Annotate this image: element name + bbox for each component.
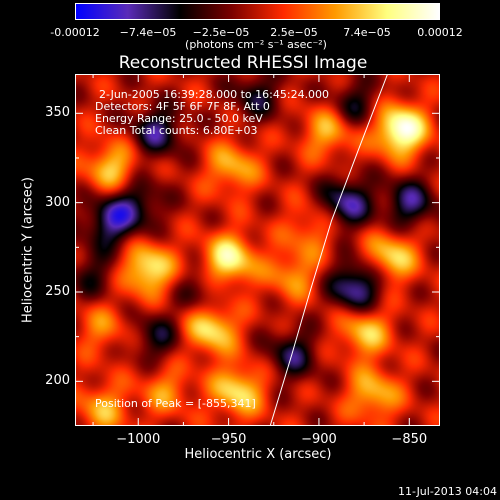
heatmap-image xyxy=(75,74,440,426)
colorbar-tick-label: -0.00012 xyxy=(50,26,100,39)
solar-limb-line xyxy=(269,74,389,426)
annotation-clean-counts: Clean Total counts: 6.80E+03 xyxy=(95,124,258,137)
x-axis-label: Heliocentric X (arcsec) xyxy=(184,447,332,462)
x-tick-label: −900 xyxy=(301,432,337,447)
y-axis-label: Heliocentric Y (arcsec) xyxy=(20,177,36,323)
plot-title: Reconstructed RHESSI Image xyxy=(118,53,368,73)
y-tick-label: 250 xyxy=(45,283,70,299)
plot-area xyxy=(75,74,440,426)
colorbar-tick-label: −2.5e−05 xyxy=(192,26,250,39)
colorbar-tick-label: −7.4e−05 xyxy=(119,26,177,39)
colorbar-units: (photons cm⁻² s⁻¹ asec⁻²) xyxy=(185,38,327,51)
timestamp: 11-Jul-2013 04:04 xyxy=(397,485,497,498)
x-tick-label: −950 xyxy=(210,432,247,447)
y-tick-label: 350 xyxy=(45,105,70,121)
plot-border xyxy=(75,74,440,426)
colorbar-tick-label: 2.5e−05 xyxy=(270,26,318,39)
annotation-detectors: Detectors: 4F 5F 6F 7F 8F, Att 0 xyxy=(95,100,270,113)
colorbar xyxy=(75,3,440,20)
annotation-time-range: 2-Jun-2005 16:39:28.000 to 16:45:24.000 xyxy=(99,88,330,101)
colorbar-tick-label: 0.00012 xyxy=(417,26,463,39)
y-tick-label: 300 xyxy=(45,194,70,210)
x-tick-label: −1000 xyxy=(116,432,161,447)
x-tick-label: −850 xyxy=(391,432,428,447)
annotation-peak-position: Position of Peak = [-855,341] xyxy=(95,397,256,410)
colorbar-tick-label: 7.4e−05 xyxy=(343,26,391,39)
annotation-energy-range: Energy Range: 25.0 - 50.0 keV xyxy=(95,112,263,125)
y-tick-label: 200 xyxy=(45,373,70,389)
